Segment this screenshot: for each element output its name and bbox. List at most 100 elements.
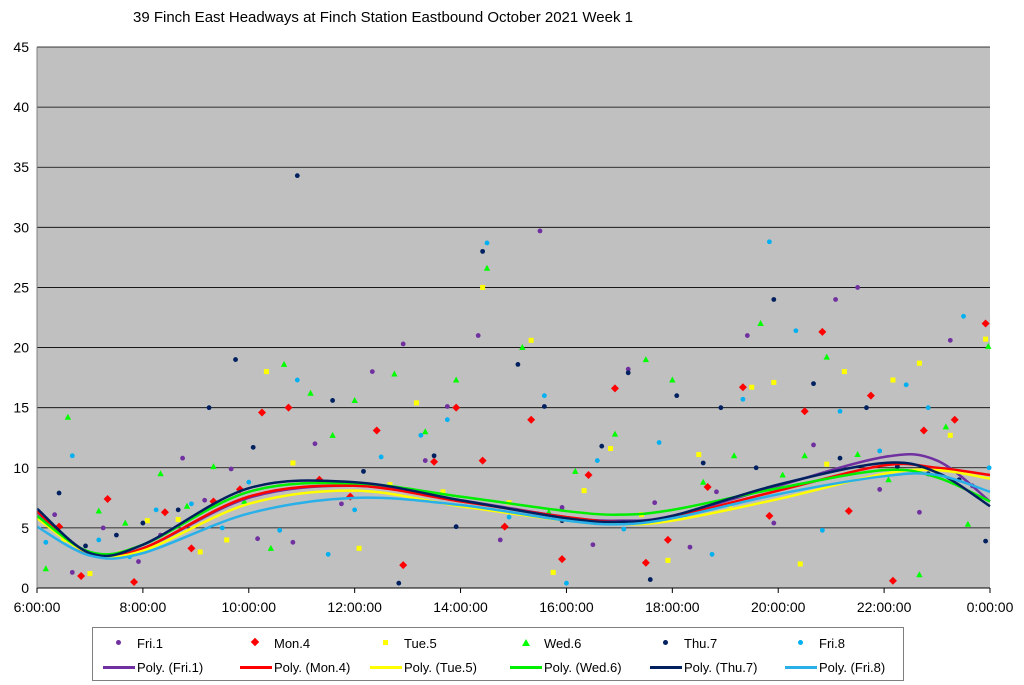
data-point [241, 497, 248, 504]
data-point [56, 490, 62, 496]
data-point [294, 377, 300, 383]
data-point [69, 453, 75, 459]
legend-label: Fri.1 [137, 635, 163, 651]
legend-label: Mon.4 [274, 635, 311, 651]
data-point [961, 313, 966, 319]
data-point [69, 569, 75, 575]
data-point [413, 400, 419, 406]
data-point [811, 381, 816, 387]
data-point [823, 353, 830, 360]
data-point [294, 173, 300, 179]
data-point [730, 452, 738, 459]
data-point [919, 426, 928, 435]
data-point [361, 468, 366, 474]
data-point [541, 393, 547, 399]
data-point [219, 525, 225, 531]
x-tick-label: 10:00:00 [222, 599, 277, 615]
data-point [541, 404, 547, 409]
data-point [753, 465, 759, 471]
data-point [801, 452, 808, 459]
data-point [793, 328, 799, 334]
data-point [718, 405, 724, 411]
data-point [356, 545, 362, 551]
data-point [621, 526, 627, 532]
data-point [625, 370, 631, 376]
data-point [947, 337, 953, 343]
legend-label: Thu.7 [684, 635, 718, 651]
legend-marker [368, 636, 404, 650]
data-point [77, 571, 86, 580]
data-point [453, 524, 459, 530]
data-point [480, 284, 486, 290]
data-point [714, 489, 719, 495]
legend-label: Poly. (Thu.7) [684, 659, 758, 675]
data-point [250, 444, 256, 450]
data-point [422, 428, 429, 435]
data-point [136, 559, 141, 564]
data-point [183, 502, 191, 509]
legend-item: Fri.1 [101, 632, 163, 654]
data-point [599, 443, 605, 449]
data-point [950, 415, 959, 424]
legend-marker [783, 636, 819, 650]
data-point [903, 382, 909, 388]
data-point [64, 413, 72, 420]
data-point [444, 404, 450, 409]
data-point [537, 228, 543, 234]
data-point [351, 396, 358, 403]
legend-label: Wed.6 [544, 635, 582, 651]
data-point [841, 369, 847, 375]
y-tick-label: 30 [13, 219, 29, 235]
data-point [387, 482, 393, 488]
data-point [206, 405, 212, 411]
data-point [444, 417, 450, 423]
data-point [475, 333, 481, 338]
data-point [837, 408, 843, 414]
data-point [497, 537, 503, 543]
data-point [854, 451, 861, 458]
data-point [160, 508, 169, 517]
data-point [766, 239, 772, 245]
legend-item: Wed.6 [508, 632, 581, 654]
data-point [210, 463, 217, 470]
data-point [233, 357, 238, 362]
data-point [255, 536, 261, 542]
data-point [95, 507, 102, 514]
data-point [284, 403, 293, 412]
data-point [52, 512, 58, 518]
legend-line-swatch [368, 660, 404, 674]
legend-item: Fri.8 [783, 632, 845, 654]
data-point [399, 561, 408, 570]
data-point [114, 532, 119, 538]
data-point [833, 297, 838, 302]
data-point [983, 336, 989, 342]
data-point [175, 507, 181, 513]
data-point [894, 464, 900, 469]
data-point [96, 537, 102, 543]
legend-line-swatch [101, 660, 137, 674]
data-point [122, 519, 129, 526]
data-point [674, 393, 680, 399]
data-point [527, 415, 536, 424]
data-point [42, 565, 50, 572]
data-point [981, 319, 990, 328]
data-point [378, 454, 384, 460]
y-tick-label: 10 [13, 460, 29, 476]
data-point [396, 580, 402, 586]
data-point [528, 337, 534, 343]
data-point [779, 471, 786, 478]
legend-item: Poly. (Fri.1) [101, 656, 203, 678]
data-point [224, 537, 230, 543]
data-point [700, 460, 706, 466]
data-point [590, 542, 596, 548]
data-point [83, 543, 88, 549]
data-point [797, 561, 803, 567]
data-point [258, 408, 267, 417]
data-point [157, 470, 164, 477]
legend-marker [101, 636, 137, 650]
data-point [687, 544, 693, 550]
data-point [307, 389, 314, 396]
y-tick-label: 40 [13, 99, 29, 115]
data-point [440, 489, 446, 495]
y-tick-label: 20 [13, 340, 29, 356]
